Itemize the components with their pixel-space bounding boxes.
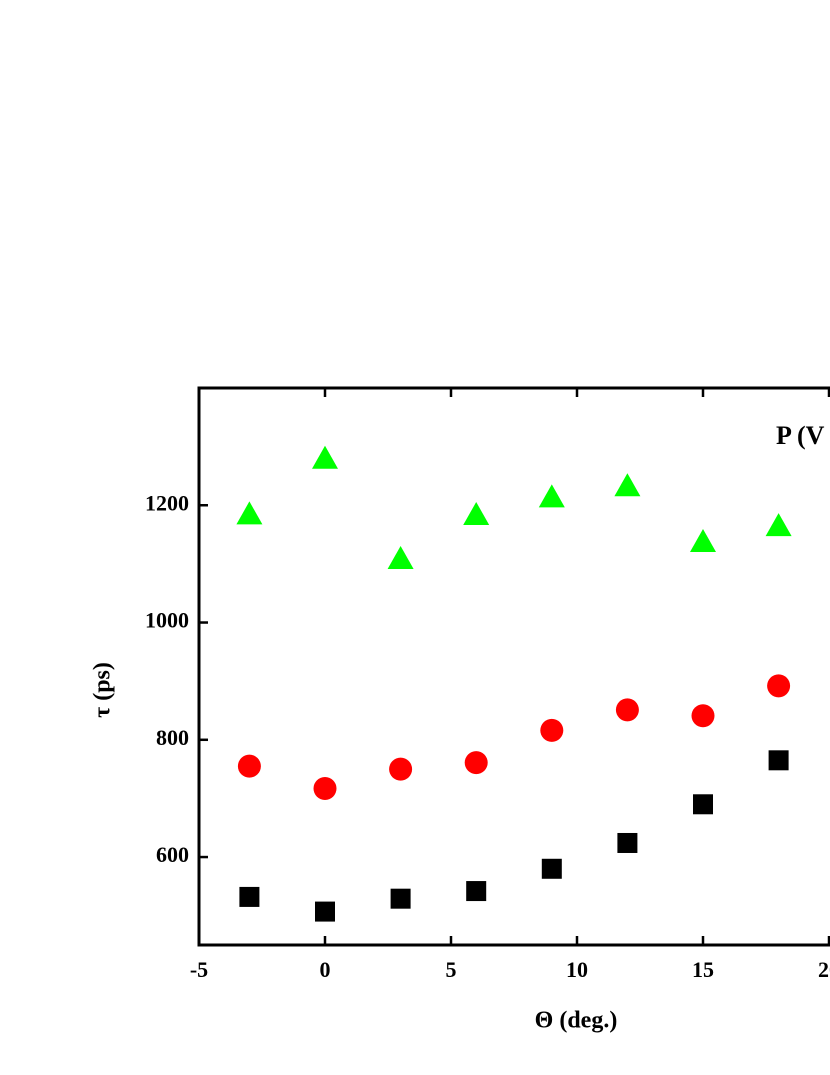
point	[463, 501, 490, 525]
point	[693, 794, 713, 815]
point	[615, 698, 639, 722]
point	[617, 832, 638, 853]
point	[464, 751, 488, 775]
y-tick-label: 600	[156, 842, 189, 867]
x-axis-label: Θ (deg.)	[535, 1008, 618, 1034]
point	[541, 858, 562, 879]
point	[236, 501, 263, 525]
point	[768, 750, 789, 771]
y-tick-label: 1000	[145, 608, 189, 633]
point	[390, 888, 411, 909]
point	[614, 473, 641, 497]
legend-title: P (V	[776, 421, 825, 450]
y-axis-label: τ (ps)	[90, 662, 116, 718]
point	[538, 484, 565, 508]
point	[466, 881, 487, 902]
x-tick-label: 0	[320, 957, 331, 982]
point	[315, 901, 335, 922]
point	[540, 718, 564, 742]
point	[313, 776, 337, 800]
point	[691, 704, 715, 728]
point	[690, 528, 716, 552]
point	[387, 545, 414, 569]
x-tick-label: 15	[692, 957, 714, 982]
axis-frame	[197, 386, 830, 947]
x-tick-label: 5	[446, 957, 457, 982]
point	[767, 674, 791, 698]
x-tick-label: 10	[566, 957, 588, 982]
y-tick-label: 800	[156, 725, 189, 750]
y-tick-label: 1200	[145, 490, 189, 515]
point	[239, 886, 260, 907]
point	[765, 513, 792, 537]
x-tick-label: 20	[818, 957, 830, 982]
point	[237, 754, 261, 778]
point	[312, 445, 338, 469]
point	[389, 757, 413, 781]
x-tick-label: -5	[190, 957, 208, 982]
